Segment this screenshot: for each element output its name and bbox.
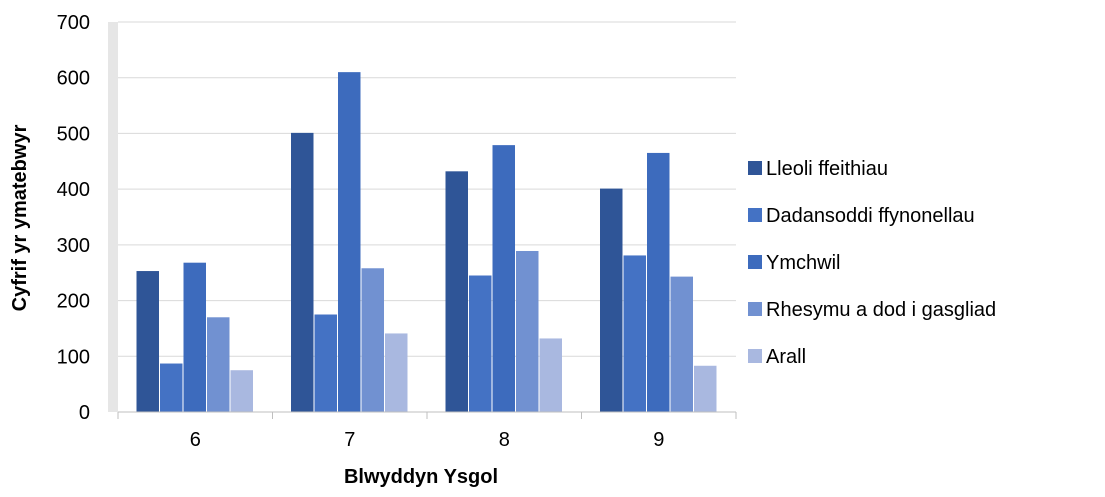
y-tick-label: 200 bbox=[57, 291, 90, 313]
y-tick-label: 0 bbox=[79, 402, 90, 424]
bar bbox=[230, 370, 253, 412]
legend-label: Ymchwil bbox=[766, 252, 840, 274]
bar bbox=[136, 271, 159, 412]
y-tick-label: 100 bbox=[57, 346, 90, 368]
legend-label: Dadansoddi ffynonellau bbox=[766, 205, 975, 227]
bar bbox=[385, 333, 408, 412]
bar bbox=[539, 338, 562, 412]
legend-label: Arall bbox=[766, 346, 806, 368]
legend-label: Rhesymu a dod i gasgliad bbox=[766, 299, 996, 321]
x-tick-label: 8 bbox=[499, 429, 510, 451]
bar bbox=[361, 268, 384, 412]
bar bbox=[670, 276, 693, 412]
bar bbox=[623, 255, 646, 412]
y-axis-band bbox=[108, 22, 118, 412]
x-tick-label: 6 bbox=[190, 429, 201, 451]
legend-swatch bbox=[748, 349, 762, 363]
bar bbox=[694, 365, 717, 412]
y-tick-label: 300 bbox=[57, 235, 90, 257]
axes: 0 100 200 300 400 500 600 700 6 7 8 9 bbox=[57, 12, 737, 451]
bar bbox=[445, 171, 468, 412]
y-tick-label: 400 bbox=[57, 179, 90, 201]
legend-swatch bbox=[748, 161, 762, 175]
bar bbox=[647, 152, 670, 412]
bar bbox=[183, 262, 206, 412]
legend-swatch bbox=[748, 208, 762, 222]
y-tick-label: 600 bbox=[57, 68, 90, 90]
bar bbox=[314, 314, 337, 412]
legend-label: Lleoli ffeithiau bbox=[766, 158, 888, 180]
bars bbox=[136, 72, 717, 413]
x-tick-label: 9 bbox=[653, 429, 664, 451]
gridlines bbox=[118, 21, 736, 357]
bar bbox=[492, 145, 515, 412]
y-tick-label: 500 bbox=[57, 123, 90, 145]
bar bbox=[600, 188, 623, 412]
y-axis-title: Cyfrif yr ymatebwyr bbox=[9, 124, 31, 311]
legend: Lleoli ffeithiau Dadansoddi ffynonellau Ym… bbox=[748, 158, 996, 368]
bar bbox=[469, 275, 492, 412]
x-tick-label: 7 bbox=[344, 429, 355, 451]
bar bbox=[338, 72, 361, 413]
bar bbox=[160, 363, 183, 412]
bar bbox=[291, 132, 314, 412]
legend-swatch bbox=[748, 302, 762, 316]
x-axis-title: Blwyddyn Ysgol bbox=[344, 466, 498, 488]
bar bbox=[207, 317, 230, 412]
y-tick-label: 700 bbox=[57, 12, 90, 34]
legend-swatch bbox=[748, 255, 762, 269]
bar bbox=[516, 250, 539, 412]
